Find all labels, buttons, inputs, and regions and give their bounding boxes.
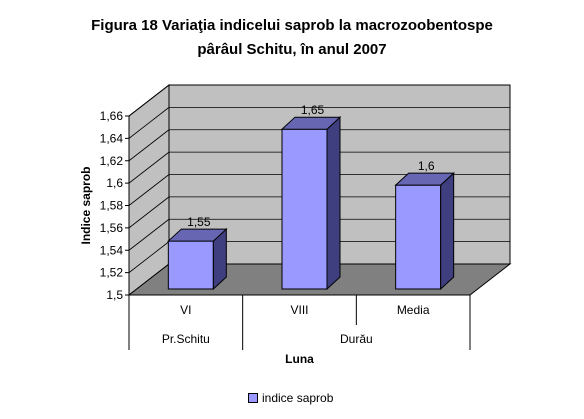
x-group-label: Durău [340, 332, 373, 346]
y-tick-label: 1,62 [100, 154, 124, 168]
y-tick-label: 1,58 [100, 199, 124, 213]
bar-side [440, 171, 455, 291]
bar [281, 128, 328, 290]
gridline-side [128, 241, 170, 273]
bar-side [326, 116, 341, 291]
bar-top [394, 172, 455, 186]
bar [395, 184, 442, 290]
chart-title: Figura 18 Variaţia indicelui saprob la m… [0, 14, 584, 62]
y-tick-label: 1,52 [100, 266, 124, 280]
bar [167, 240, 214, 290]
y-tick-label: 1,66 [100, 109, 124, 123]
legend-swatch [248, 393, 258, 403]
gridline-side [128, 218, 170, 251]
gridline-side [128, 151, 170, 184]
bar-top [280, 116, 342, 130]
legend: indice saprob [248, 391, 333, 405]
y-tick-label: 1,6 [106, 176, 123, 190]
bar-top [167, 228, 228, 242]
x-tick-label: VIII [290, 303, 308, 317]
gridline-side [128, 196, 170, 229]
x-tick-label: VI [180, 303, 191, 317]
y-tick-label: 1,54 [100, 243, 124, 257]
gridline-side [128, 129, 170, 162]
gridline-side [128, 107, 170, 139]
x-axis-title: Luna [285, 352, 314, 366]
gridline-side [128, 174, 170, 206]
y-tick-label: 1,56 [100, 221, 124, 235]
data-label: 1,65 [301, 103, 325, 117]
chart-title-line-1: Figura 18 Variaţia indicelui saprob la m… [91, 17, 493, 34]
y-tick-label: 1,64 [100, 131, 124, 145]
chart-title-line-2: pârâul Schitu, în anul 2007 [197, 41, 387, 58]
y-tick-label: 1,5 [106, 288, 123, 302]
legend-label: indice saprob [262, 391, 334, 405]
y-axis-title: Indice saprob [79, 166, 93, 244]
data-label: 1,55 [187, 215, 211, 229]
gridline-side [128, 84, 170, 117]
x-tick-label: Media [397, 303, 430, 317]
x-group-label: Pr.Schitu [162, 332, 210, 346]
data-label: 1,6 [418, 159, 435, 173]
